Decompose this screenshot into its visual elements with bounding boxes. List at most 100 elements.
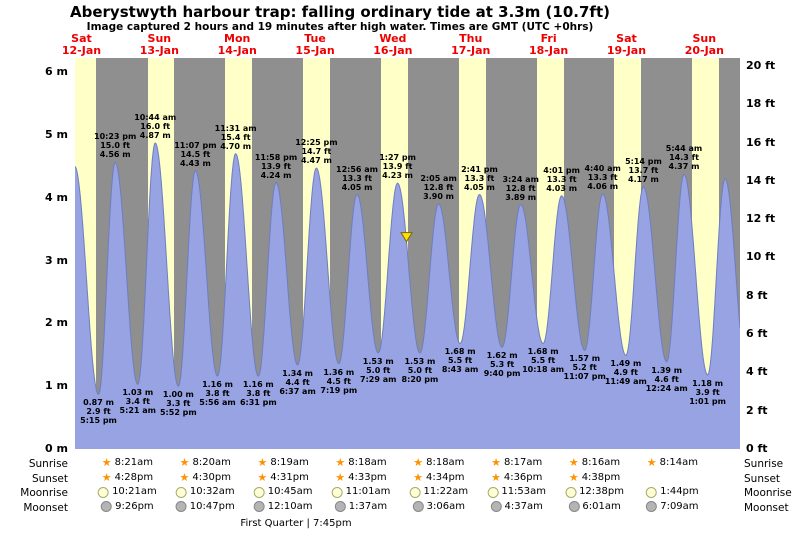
y-axis-label-right: 18 ft [746, 97, 776, 111]
sunrise-entry: ★ 8:20am [180, 457, 231, 469]
page-subtitle: Image captured 2 hours and 19 minutes af… [86, 21, 594, 33]
y-axis-label-right: 2 ft [746, 403, 768, 417]
moonrise-label-right: Moonrise [744, 487, 792, 499]
annotation-line: 3.8 ft [246, 389, 271, 399]
sunrise-time: 8:16am [581, 457, 621, 468]
annotation-line: 4.05 m [341, 182, 373, 192]
low-tide-annotation: 1.03 m 3.4 ft 5:21 am [120, 388, 156, 415]
sunset-entry: ★ 4:33pm [335, 472, 386, 484]
moonrise-time: 12:38pm [579, 486, 624, 497]
annotation-line: 1.62 m [486, 351, 518, 361]
annotation-line: 4.37 m [668, 162, 700, 172]
annotation-line: 1.34 m [282, 368, 314, 378]
sun-icon: ★ [646, 456, 657, 469]
moon-icon [101, 501, 113, 512]
annotation-line: 4.70 m [220, 141, 252, 151]
annotation-line: 3.90 m [423, 191, 455, 201]
low-tide-annotation: 1.39 m 4.6 ft 12:24 am [646, 366, 688, 393]
low-tide-annotation: 1.18 m 3.9 ft 1:01 pm [689, 379, 726, 406]
annotation-line: 1.68 m [444, 347, 476, 357]
moonrise-entry: 10:45am [253, 486, 313, 498]
sun-icon: ★ [257, 456, 268, 469]
day-label-line: 14-Jan [217, 43, 257, 57]
low-tide-annotation: 1.53 m 5.0 ft 7:29 am [360, 357, 396, 384]
moonrise-entry: 1:44pm [646, 486, 699, 498]
annotation-line: 4.87 m [139, 131, 171, 140]
annotation-line: 5:56 am [199, 398, 236, 408]
annotation-line: 15.0 ft [100, 141, 131, 151]
tide-curve-svg [75, 142, 740, 449]
sun-icon: ★ [413, 470, 423, 484]
sunset-entry: ★ 4:30pm [180, 472, 231, 484]
sunrise-time: 8:20am [192, 457, 231, 468]
annotation-line: 5:52 pm [159, 408, 197, 418]
day-label-line: Sat [616, 32, 637, 45]
day-label: Sun 20-Jan [685, 33, 724, 56]
sunrise-entry: ★ 8:14am [647, 457, 698, 469]
sun-icon: ★ [335, 456, 346, 469]
moon-icon [331, 486, 343, 498]
moonset-time: 4:37am [504, 500, 543, 512]
annotation-line: 12.8 ft [423, 182, 454, 192]
moon-icon [490, 501, 502, 512]
annotation-line: 13.9 ft [382, 162, 413, 172]
sunrise-label-right: Sunrise [744, 458, 784, 470]
annotation-line: 4.9 ft [613, 368, 638, 378]
annotation-line: 4:40 am [584, 163, 621, 173]
moonrise-time: 10:45am [267, 486, 313, 497]
moonrise-entry: 10:32am [175, 486, 235, 498]
low-tide-annotation: 1.16 m 3.8 ft 6:31 pm [240, 380, 277, 407]
annotation-line: 4.56 m [99, 150, 131, 160]
sunset-label-right: Sunset [744, 472, 781, 485]
day-label-line: Thu [459, 32, 483, 45]
moonset-label-right: Moonset [744, 501, 789, 514]
annotation-line: 14.5 ft [180, 149, 211, 159]
annotation-line: 8:43 am [441, 365, 479, 375]
annotation-line: 7:29 am [360, 374, 397, 384]
annotation-line: 2:05 am [420, 173, 457, 183]
annotation-line: 1.53 m [404, 356, 436, 366]
day-label-line: 16-Jan [373, 43, 413, 57]
annotation-line: 11:31 am [214, 123, 257, 133]
sunset-entry: ★ 4:38pm [569, 472, 620, 484]
y-axis-label-left: 5 m [45, 127, 68, 141]
moonset-time: 7:09am [660, 500, 699, 512]
sunrise-time: 8:14am [659, 457, 698, 468]
annotation-line: 5:15 pm [80, 416, 117, 426]
sunset-entry: ★ 4:28pm [102, 472, 153, 484]
sun-icon: ★ [568, 456, 579, 469]
low-tide-annotation: 1.36 m 4.5 ft 7:19 pm [320, 368, 357, 395]
high-tide-annotation: 3:24 am 12.8 ft 3.89 m [502, 175, 538, 202]
moonset-entry: 10:47pm [175, 501, 235, 513]
moonrise-entry: 11:53am [487, 486, 546, 498]
low-tide-annotation: 1.00 m 3.3 ft 5:52 pm [160, 390, 197, 417]
high-tide-annotation: 5:14 pm 13.7 ft 4.17 m [625, 157, 662, 184]
day-label-line: Mon [224, 32, 251, 45]
moon-icon [646, 486, 658, 498]
moonrise-time: 11:22am [423, 486, 469, 497]
sunset-time: 4:30pm [192, 471, 231, 483]
annotation-line: 4.06 m [587, 181, 619, 191]
sunrise-time: 8:21am [114, 457, 154, 468]
annotation-line: 4.47 m [300, 156, 332, 166]
moon-icon [175, 486, 187, 498]
moonrise-entry: 12:38pm [565, 486, 624, 498]
annotation-line: 11:07 pm [563, 372, 606, 382]
annotation-line: 5.2 ft [572, 363, 597, 373]
annotation-line: 4.4 ft [285, 377, 310, 387]
moonset-entry: 9:26pm [101, 501, 154, 513]
annotation-line: 9:40 pm [483, 369, 521, 379]
day-label-line: 17-Jan [451, 43, 491, 57]
sunset-time: 4:28pm [114, 471, 154, 483]
high-tide-annotation: 2:05 am 12.8 ft 3.90 m [420, 174, 456, 201]
low-tide-annotation: 1.68 m 5.5 ft 10:18 am [522, 347, 564, 374]
y-axis-label-left: 3 m [45, 253, 68, 267]
moonrise-time: 11:53am [501, 486, 547, 497]
annotation-line: 10:23 pm [94, 132, 137, 142]
annotation-line: 7:19 pm [320, 385, 358, 395]
sunrise-time: 8:19am [270, 457, 309, 468]
y-axis-label-right: 6 ft [746, 327, 768, 341]
annotation-line: 1.16 m [242, 380, 274, 390]
day-label: Mon 14-Jan [218, 33, 257, 56]
low-tide-annotation: 1.53 m 5.0 ft 8:20 pm [402, 357, 439, 384]
